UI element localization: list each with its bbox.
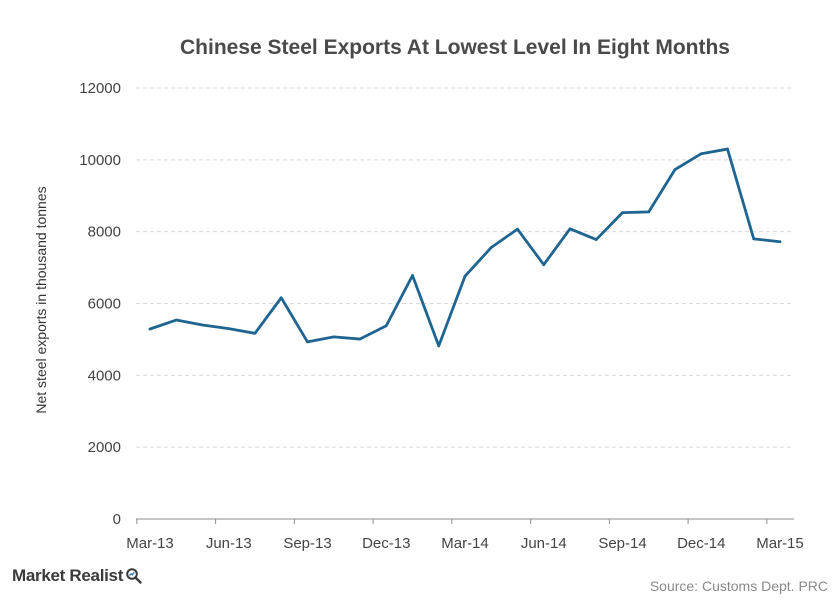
data-point — [227, 327, 231, 330]
y-tick-label: 8000 — [88, 224, 121, 241]
series-line — [148, 147, 782, 348]
chart-title: Chinese Steel Exports At Lowest Level In… — [180, 36, 730, 59]
x-tick-label: Jun-14 — [521, 535, 567, 552]
y-tick-label: 12000 — [79, 80, 121, 97]
data-point — [726, 147, 729, 151]
y-tick-label: 6000 — [88, 296, 121, 313]
y-axis-title: Net steel exports in thousand tonnes — [33, 186, 49, 413]
series — [148, 147, 782, 348]
data-point — [201, 323, 204, 327]
x-tick-label: Mar-13 — [126, 535, 174, 552]
x-tick-label: Jun-13 — [206, 535, 252, 552]
data-point — [253, 332, 257, 335]
x-tick-label: Mar-15 — [756, 535, 804, 552]
data-point — [148, 327, 152, 331]
data-point — [699, 152, 703, 156]
brand-name: Market Realist — [12, 566, 124, 585]
x-tick-label: Mar-14 — [441, 535, 489, 552]
brand-logo: Market Realist — [12, 566, 143, 586]
y-tick-label: 4000 — [88, 367, 121, 384]
data-point — [594, 238, 598, 241]
y-tick-label: 10000 — [79, 152, 121, 169]
data-point — [174, 318, 178, 322]
x-tick-label: Sep-13 — [283, 535, 331, 552]
x-tick-label: Dec-14 — [677, 535, 725, 552]
data-point — [332, 335, 336, 339]
y-tick-labels: 0 2000 4000 6000 8000 10000 12000 — [79, 80, 121, 528]
data-point — [752, 237, 756, 241]
data-point — [279, 296, 283, 300]
data-point — [647, 210, 651, 214]
data-point — [489, 246, 493, 249]
data-point — [384, 324, 388, 328]
y-tick-label: 2000 — [88, 439, 121, 456]
data-point — [542, 263, 546, 267]
data-point — [673, 168, 677, 171]
x-tick-labels: Mar-13 Jun-13 Sep-13 Dec-13 Mar-14 Jun-14 Sep-… — [126, 535, 804, 552]
data-point — [306, 340, 309, 344]
axes — [136, 518, 794, 524]
data-point — [437, 344, 441, 348]
data-point — [778, 240, 782, 244]
data-point — [621, 211, 624, 214]
x-tick-label: Sep-14 — [598, 535, 646, 552]
source-note: Source: Customs Dept. PRC — [649, 578, 828, 594]
data-point — [411, 274, 414, 277]
magnifier-icon — [126, 568, 142, 584]
data-point — [358, 337, 362, 341]
gridlines — [136, 87, 794, 448]
data-point — [463, 274, 467, 278]
x-tick-label: Dec-13 — [362, 535, 410, 552]
y-tick-label: 0 — [113, 511, 121, 528]
data-point — [568, 227, 572, 231]
data-point — [516, 227, 519, 231]
